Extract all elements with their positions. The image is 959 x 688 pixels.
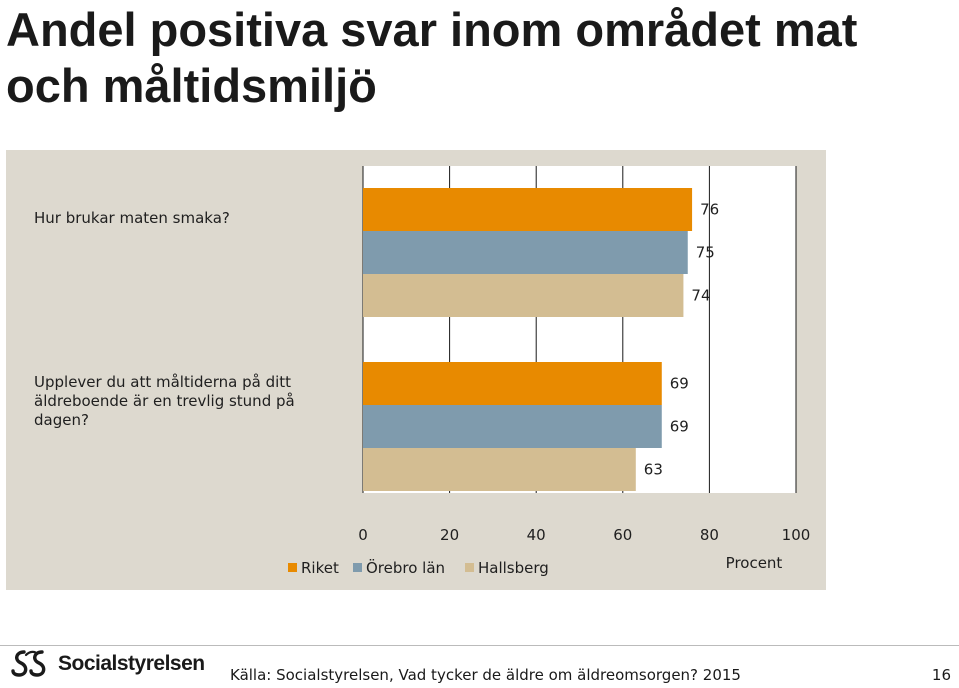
footer-divider [0,645,959,646]
data-label: 75 [696,244,715,262]
category-label-mealtime: Upplever du att måltiderna på ditt äldre… [34,373,295,429]
page-title: Andel positiva svar inom området mat och… [6,3,858,112]
bar-riket [363,188,693,231]
x-axis-title: Procent [726,554,783,572]
x-tick-label: 60 [613,526,632,544]
data-label: 74 [691,287,710,305]
socialstyrelsen-logo: Socialstyrelsen [10,646,205,682]
data-label: 63 [644,461,663,479]
category-label-taste: Hur brukar maten smaka? [34,209,230,227]
source-note: Källa: Socialstyrelsen, Vad tycker de äl… [230,666,741,684]
legend-label: Hallsberg [478,559,549,577]
legend-swatch [353,563,362,572]
data-label: 76 [700,201,719,219]
bar-orebro-lan [363,231,688,274]
x-tick-label: 100 [782,526,811,544]
chart-panel: 0 20 40 60 80 100 76 75 74 69 69 63 Procent Riket Öreb… [6,150,826,590]
bar-chart: 0 20 40 60 80 100 76 75 74 69 69 63 Procent Riket Öreb… [288,166,811,577]
page-number: 16 [931,666,951,684]
data-label: 69 [670,375,689,393]
legend-swatch [465,563,474,572]
logo-emblem-icon [11,650,46,677]
bar-hallsberg [363,448,636,491]
legend-label: Riket [301,559,339,577]
x-tick-label: 0 [358,526,368,544]
logo-text: Socialstyrelsen [58,652,205,675]
bar-hallsberg [363,274,684,317]
x-tick-label: 40 [527,526,546,544]
x-tick-label: 20 [440,526,459,544]
bar-riket [363,362,662,405]
legend-label: Örebro län [366,558,445,577]
x-tick-label: 80 [700,526,719,544]
bar-orebro-lan [363,405,662,448]
data-label: 69 [670,418,689,436]
legend-swatch [288,563,297,572]
